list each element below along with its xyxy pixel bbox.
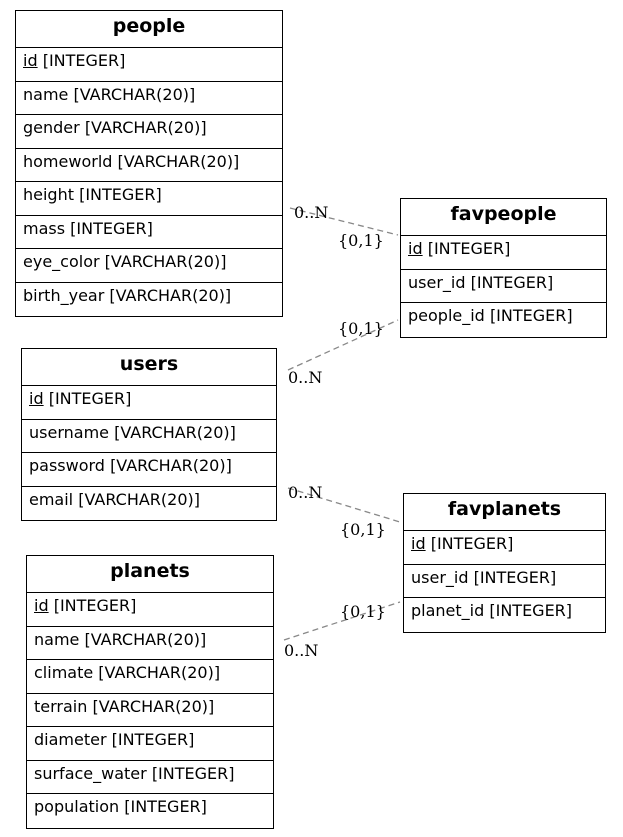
column-name: population <box>34 797 120 816</box>
column-name: climate <box>34 663 94 682</box>
column-name: email <box>29 489 74 509</box>
column-row: id [INTEGER] <box>16 48 282 82</box>
table-title: users <box>22 349 276 386</box>
column-row: username [VARCHAR(20)] <box>22 420 276 453</box>
relation-line-people-favpeople <box>289 207 399 236</box>
column-type: [INTEGER] <box>470 272 554 292</box>
column-type: [VARCHAR(20)] <box>84 629 207 649</box>
cardinality-label: {0,1} <box>338 231 384 250</box>
column-type: [INTEGER] <box>489 601 573 620</box>
column-name: user_id <box>411 567 469 587</box>
column-name: username <box>29 422 109 442</box>
column-type: [INTEGER] <box>42 51 126 70</box>
cardinality-label: 0..N <box>284 641 319 660</box>
column-row: id [INTEGER] <box>27 593 273 627</box>
column-row: population [INTEGER] <box>27 794 273 828</box>
column-name: mass <box>23 218 66 238</box>
column-row: id [INTEGER] <box>22 386 276 420</box>
column-row: email [VARCHAR(20)] <box>22 487 276 521</box>
column-name: name <box>34 629 80 649</box>
column-row: surface_water [INTEGER] <box>27 761 273 794</box>
column-name: password <box>29 456 105 475</box>
column-type: [INTEGER] <box>48 389 132 408</box>
column-row: eye_color [VARCHAR(20)] <box>16 249 282 283</box>
column-name: planet_id <box>411 601 485 620</box>
cardinality-label: {0,1} <box>340 602 386 621</box>
column-name-pk: id <box>408 239 423 258</box>
column-type: [VARCHAR(20)] <box>78 489 200 509</box>
column-name: birth_year <box>23 285 105 305</box>
column-type: [INTEGER] <box>473 567 557 587</box>
cardinality-label: {0,1} <box>340 520 386 539</box>
column-row: climate [VARCHAR(20)] <box>27 660 273 694</box>
table-people[interactable]: people id [INTEGER] name [VARCHAR(20)] g… <box>15 10 283 317</box>
column-row: id [INTEGER] <box>404 531 605 565</box>
table-title: planets <box>27 556 273 593</box>
table-users[interactable]: users id [INTEGER] username [VARCHAR(20)… <box>21 348 277 521</box>
column-row: user_id [INTEGER] <box>401 270 606 303</box>
cardinality-label: 0..N <box>288 368 323 387</box>
table-favplanets[interactable]: favplanets id [INTEGER] user_id [INTEGER… <box>403 493 606 633</box>
column-name: name <box>23 84 69 104</box>
column-type: [VARCHAR(20)] <box>117 151 240 171</box>
table-planets[interactable]: planets id [INTEGER] name [VARCHAR(20)] … <box>26 555 274 829</box>
column-row: user_id [INTEGER] <box>404 565 605 598</box>
column-type: [INTEGER] <box>427 239 511 258</box>
table-title: favpeople <box>401 199 606 236</box>
relation-line-users-favpeople <box>287 319 399 371</box>
column-row: name [VARCHAR(20)] <box>16 82 282 115</box>
column-row: terrain [VARCHAR(20)] <box>27 694 273 727</box>
relation-line-planets-favplanets <box>283 601 401 641</box>
table-title: favplanets <box>404 494 605 531</box>
column-row: homeworld [VARCHAR(20)] <box>16 149 282 182</box>
column-type: [VARCHAR(20)] <box>98 663 221 682</box>
cardinality-label: 0..N <box>288 483 323 502</box>
column-type: [VARCHAR(20)] <box>92 696 215 716</box>
column-row: people_id [INTEGER] <box>401 303 606 337</box>
column-name-pk: id <box>29 389 44 408</box>
column-name: diameter <box>34 730 107 749</box>
column-row: mass [INTEGER] <box>16 216 282 249</box>
column-type: [INTEGER] <box>430 534 514 553</box>
column-type: [INTEGER] <box>151 763 235 783</box>
column-type: [INTEGER] <box>70 218 153 238</box>
cardinality-label: {0,1} <box>338 319 384 338</box>
column-row: diameter [INTEGER] <box>27 727 273 761</box>
table-favpeople[interactable]: favpeople id [INTEGER] user_id [INTEGER]… <box>400 198 607 338</box>
column-type: [INTEGER] <box>124 797 207 816</box>
column-type: [INTEGER] <box>53 596 137 615</box>
column-type: [VARCHAR(20)] <box>110 456 232 475</box>
column-type: [INTEGER] <box>111 730 195 749</box>
column-type: [VARCHAR(20)] <box>114 422 236 442</box>
column-name-pk: id <box>411 534 426 553</box>
column-type: [INTEGER] <box>79 185 162 204</box>
column-name: user_id <box>408 272 466 292</box>
column-row: planet_id [INTEGER] <box>404 598 605 632</box>
column-name-pk: id <box>23 51 38 70</box>
column-name: surface_water <box>34 763 147 783</box>
column-name: homeworld <box>23 151 113 171</box>
table-title: people <box>16 11 282 48</box>
column-name: people_id <box>408 306 485 325</box>
column-type: [INTEGER] <box>489 306 573 325</box>
column-row: gender [VARCHAR(20)] <box>16 115 282 149</box>
column-type: [VARCHAR(20)] <box>109 285 232 305</box>
column-name-pk: id <box>34 596 49 615</box>
cardinality-label: 0..N <box>294 203 329 222</box>
column-name: terrain <box>34 696 88 716</box>
column-type: [VARCHAR(20)] <box>84 118 207 137</box>
column-name: height <box>23 185 74 204</box>
column-row: password [VARCHAR(20)] <box>22 453 276 487</box>
column-row: name [VARCHAR(20)] <box>27 627 273 660</box>
column-row: height [INTEGER] <box>16 182 282 216</box>
column-type: [VARCHAR(20)] <box>73 84 196 104</box>
column-type: [VARCHAR(20)] <box>104 252 227 271</box>
column-name: eye_color <box>23 252 100 271</box>
column-row: birth_year [VARCHAR(20)] <box>16 283 282 317</box>
column-name: gender <box>23 118 80 137</box>
column-row: id [INTEGER] <box>401 236 606 270</box>
